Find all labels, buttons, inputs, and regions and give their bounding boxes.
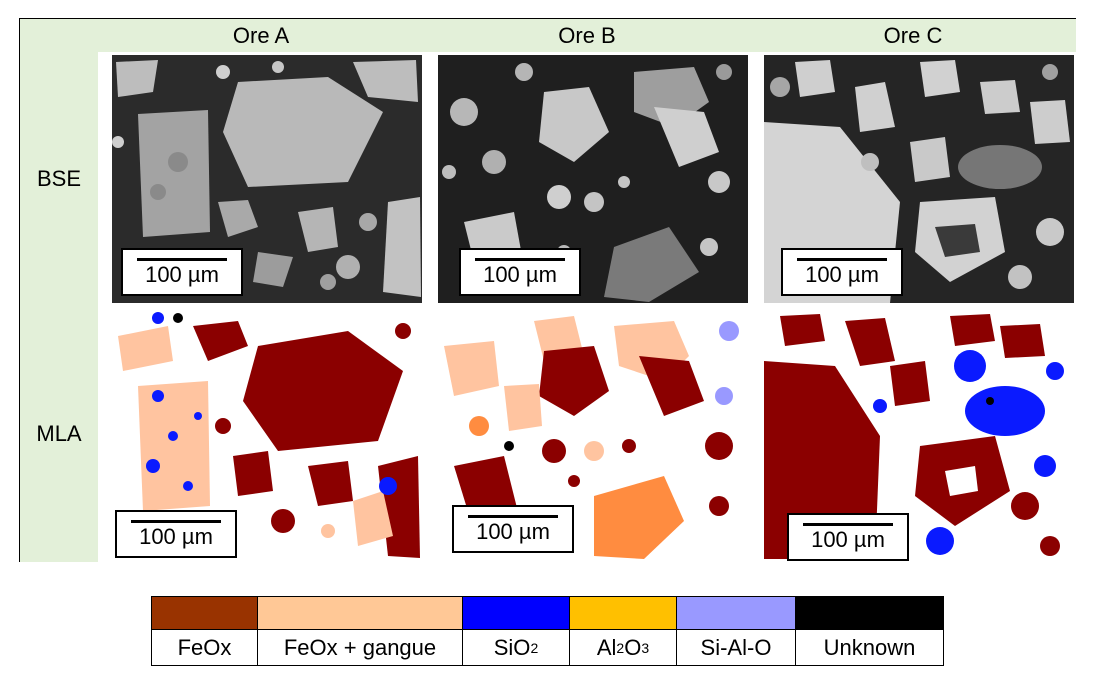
row-header-mla: MLA [20, 306, 99, 562]
scale-bar-line [475, 258, 565, 261]
scale-bar-bse-ore-c: 100 µm [781, 248, 903, 296]
legend-swatch-feox [151, 596, 258, 630]
legend-label-feox-gangue: FeOx + gangue [257, 629, 463, 666]
scale-bar-line [803, 523, 893, 526]
legend-swatch-sio2 [462, 596, 570, 630]
scale-bar-bse-ore-a: 100 µm [121, 248, 243, 296]
scale-bar-label: 100 µm [476, 519, 550, 544]
legend-label-si-al-o: Si-Al-O [676, 629, 796, 666]
scale-bar-line [797, 258, 887, 261]
scale-bar-line [468, 515, 558, 518]
column-header-ore-b: Ore B [424, 19, 751, 53]
figure-table: Ore A Ore B Ore C BSE MLA [19, 18, 1076, 562]
legend-swatch-si-al-o [676, 596, 796, 630]
scale-bar-line [131, 520, 221, 523]
bse-image-ore-c [750, 52, 1076, 307]
legend-label-feox: FeOx [151, 629, 258, 666]
column-header-ore-a: Ore A [98, 19, 425, 53]
legend-label-al2o3: Al 2 O 3 [569, 629, 677, 666]
legend-swatch-feox-gangue [257, 596, 463, 630]
scale-bar-label: 100 µm [145, 262, 219, 287]
scale-bar-mla-ore-b: 100 µm [452, 505, 574, 553]
scale-bar-bse-ore-b: 100 µm [459, 248, 581, 296]
corner-cell [20, 19, 99, 53]
scale-bar-mla-ore-c: 100 µm [787, 513, 909, 561]
mla-image-ore-b [424, 306, 751, 562]
scale-bar-label: 100 µm [139, 524, 213, 549]
scale-bar-line [137, 258, 227, 261]
scale-bar-mla-ore-a: 100 µm [115, 510, 237, 558]
row-header-bse: BSE [20, 52, 99, 307]
legend-label-unknown: Unknown [795, 629, 944, 666]
scale-bar-label: 100 µm [805, 262, 879, 287]
column-header-ore-c: Ore C [750, 19, 1076, 53]
scale-bar-label: 100 µm [483, 262, 557, 287]
scale-bar-label: 100 µm [811, 527, 885, 552]
legend-swatch-unknown [795, 596, 944, 630]
legend-label-sio2: SiO 2 [462, 629, 570, 666]
legend-swatch-al2o3 [569, 596, 677, 630]
mla-image-ore-a [98, 306, 425, 562]
mineral-legend: FeOx FeOx + gangue SiO 2 Al 2 O 3 Si-Al-O Un… [151, 596, 944, 666]
